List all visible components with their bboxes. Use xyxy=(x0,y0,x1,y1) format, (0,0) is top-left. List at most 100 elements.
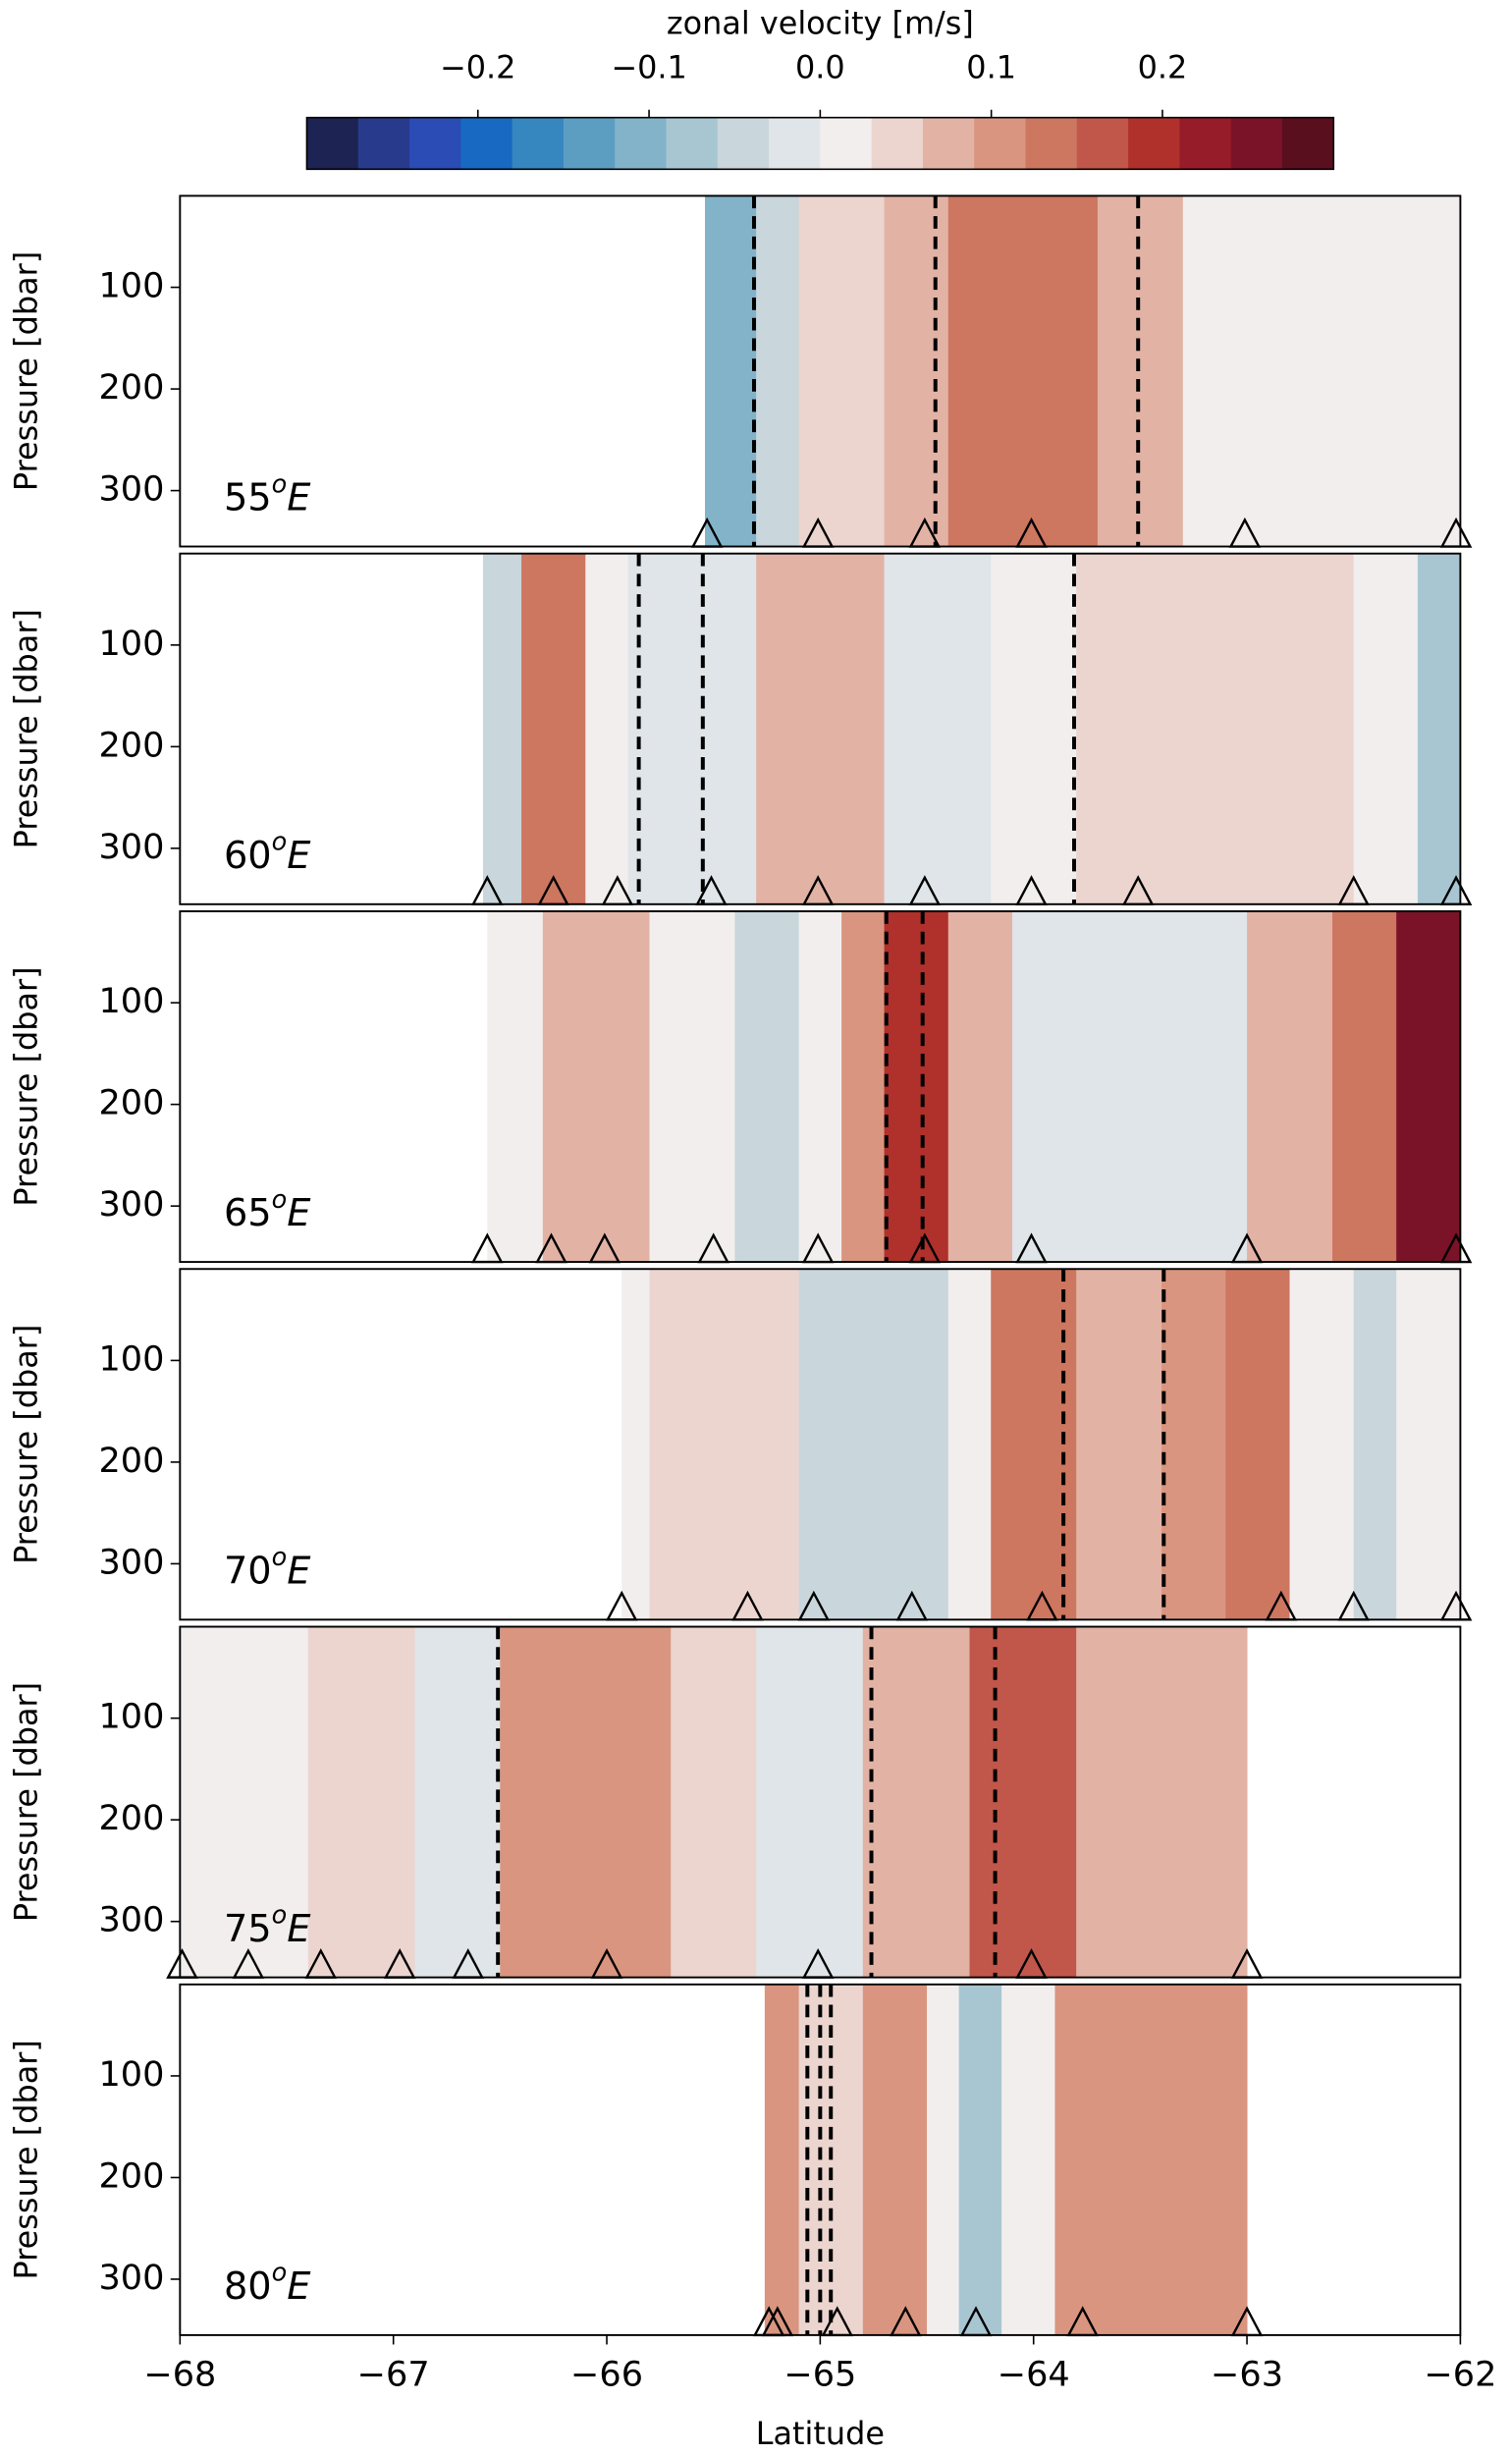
panel-label-lon: 70 xyxy=(224,1549,272,1593)
y-tick-label: 100 xyxy=(98,1338,164,1379)
y-tick-label: 200 xyxy=(98,1798,164,1838)
y-axis-label: Pressure [dbar] xyxy=(8,1682,45,1922)
colorbar-tick-label: −0.2 xyxy=(440,48,515,85)
velocity-band xyxy=(1396,1269,1461,1620)
y-axis-label: Pressure [dbar] xyxy=(8,251,45,491)
x-tick-label: −63 xyxy=(1211,2354,1283,2394)
velocity-band xyxy=(947,195,1099,547)
x-tick-label: −67 xyxy=(357,2354,430,2394)
velocity-band xyxy=(307,1626,415,1978)
colorbar-segment xyxy=(1230,117,1283,170)
velocity-band xyxy=(734,910,800,1263)
velocity-band xyxy=(1076,1269,1162,1620)
panel-frame xyxy=(179,1268,1462,1621)
colorbar-tick-label: 0.2 xyxy=(1138,48,1188,85)
colorbar-segment xyxy=(820,117,873,170)
panel: 100 200 300 Pressure [dbar] 55oE xyxy=(8,194,1473,548)
colorbar-segment xyxy=(974,117,1026,170)
velocity-band xyxy=(884,553,992,904)
velocity-band xyxy=(798,195,886,547)
velocity-band xyxy=(1161,1269,1226,1620)
y-tick-label: 100 xyxy=(98,2054,164,2095)
velocity-band xyxy=(482,553,522,904)
velocity-band xyxy=(798,1269,949,1620)
velocity-band xyxy=(798,910,842,1263)
velocity-band xyxy=(649,1269,800,1620)
x-tick-label: −65 xyxy=(783,2354,856,2394)
colorbar-segment xyxy=(512,117,565,170)
velocity-band xyxy=(884,910,949,1263)
velocity-band xyxy=(862,1626,970,1978)
colorbar-segment xyxy=(563,117,616,170)
velocity-band xyxy=(841,910,886,1263)
colorbar-segment xyxy=(1179,117,1232,170)
velocity-band xyxy=(764,1984,800,2335)
y-tick-label: 100 xyxy=(98,981,164,1021)
velocity-band xyxy=(649,910,735,1263)
velocity-band xyxy=(1396,910,1461,1263)
y-tick-label: 300 xyxy=(98,2258,164,2298)
panel-label: 70oE xyxy=(224,1543,311,1593)
panel-label-dir: E xyxy=(287,475,311,519)
colorbar-segment xyxy=(922,117,975,170)
velocity-band xyxy=(1076,1626,1248,1978)
y-tick-label: 200 xyxy=(98,1441,164,1481)
y-tick-label: 200 xyxy=(98,725,164,765)
colorbar-segment xyxy=(460,117,513,170)
panel-label: 65oE xyxy=(224,1185,311,1235)
x-tick-label: −68 xyxy=(143,2354,216,2394)
y-tick-label: 100 xyxy=(98,624,164,664)
colorbar-segment xyxy=(357,117,410,170)
panel-label-dir: E xyxy=(287,833,311,877)
velocity-band xyxy=(627,553,757,904)
panel: 100 200 300 Pressure [dbar] 60oE xyxy=(8,552,1473,905)
velocity-band xyxy=(1076,553,1355,904)
velocity-band xyxy=(927,1984,960,2335)
x-tick-label: −64 xyxy=(998,2354,1070,2394)
velocity-band xyxy=(1331,910,1397,1263)
panel: 100 200 300 Pressure [dbar] 75oE xyxy=(8,1625,1462,1979)
y-axis-label: Pressure [dbar] xyxy=(8,1325,45,1564)
velocity-band xyxy=(180,1626,309,1978)
velocity-band xyxy=(1011,910,1248,1263)
colorbar-segment xyxy=(717,117,770,170)
velocity-band xyxy=(947,910,1013,1263)
velocity-band xyxy=(1225,1269,1290,1620)
y-tick-label: 300 xyxy=(98,1184,164,1225)
velocity-band xyxy=(969,1626,1077,1978)
panel: 100 200 300 Pressure [dbar] 70oE xyxy=(8,1268,1473,1621)
colorbar-segment xyxy=(666,117,719,170)
panel-label-lon: 80 xyxy=(224,2264,272,2309)
panel-label-lon: 55 xyxy=(224,475,272,519)
panel-frame xyxy=(179,1625,1462,1979)
velocity-band xyxy=(947,1269,992,1620)
velocity-band xyxy=(671,1626,757,1978)
velocity-band xyxy=(1353,1269,1397,1620)
panel-label: 80oE xyxy=(224,2259,311,2309)
colorbar-segment xyxy=(769,117,821,170)
velocity-band xyxy=(1097,195,1184,547)
panel-label: 75oE xyxy=(224,1900,311,1950)
panel-label-dir: E xyxy=(287,1191,311,1235)
panel-label: 60oE xyxy=(224,828,311,878)
y-tick-label: 200 xyxy=(98,367,164,408)
panel-frame xyxy=(179,194,1462,548)
velocity-band xyxy=(585,553,629,904)
panel-label: 55oE xyxy=(224,469,311,519)
panel-label-dir: E xyxy=(287,1906,311,1950)
velocity-band xyxy=(862,1984,928,2335)
velocity-band xyxy=(884,195,949,547)
colorbar-segment xyxy=(306,117,359,170)
velocity-band xyxy=(500,1626,672,1978)
panel-label-dir: E xyxy=(287,1549,311,1593)
colorbar-segment xyxy=(1025,117,1078,170)
colorbar-segment xyxy=(1281,117,1334,170)
velocity-band xyxy=(756,1626,864,1978)
velocity-band xyxy=(1247,910,1333,1263)
panel-label-sup: o xyxy=(272,469,288,499)
y-tick-label: 200 xyxy=(98,2155,164,2196)
velocity-band xyxy=(521,553,586,904)
velocity-band xyxy=(1054,1984,1248,2335)
panel-label-sup: o xyxy=(272,1900,288,1930)
